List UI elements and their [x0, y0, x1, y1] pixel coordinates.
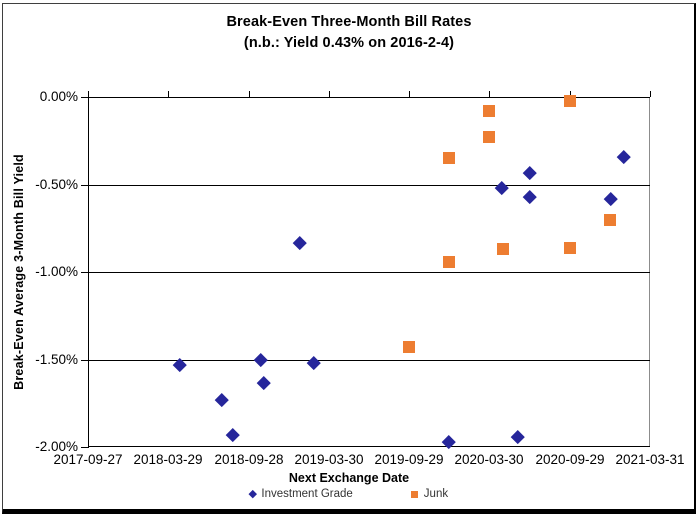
x-axis-tick-label: 2019-09-29	[374, 452, 444, 467]
x-axis-tick-label: 2019-03-30	[294, 452, 364, 467]
x-axis-tick-mark	[88, 91, 89, 97]
x-axis-tick-label: 2020-09-29	[535, 452, 605, 467]
legend-label-investment-grade: Investment Grade	[261, 488, 353, 500]
x-axis-title: Next Exchange Date	[288, 471, 410, 485]
legend-item-investment-grade: Investment Grade	[248, 488, 353, 500]
x-axis-tick-label: 2021-03-31	[615, 452, 685, 467]
gridline	[88, 185, 650, 186]
data-point-junk	[482, 105, 495, 117]
y-axis-tick-label: -1.00%	[35, 264, 78, 279]
x-axis-tick-mark	[409, 91, 410, 97]
chart-title-line2: (n.b.: Yield 0.43% on 2016-2-4)	[243, 35, 455, 51]
legend-label-junk: Junk	[423, 488, 449, 500]
x-axis-tick-mark	[329, 91, 330, 97]
data-point-junk	[563, 241, 576, 254]
data-point-junk	[443, 255, 456, 268]
gridline	[88, 272, 650, 273]
investment-grade-diamond-icon	[248, 490, 257, 498]
x-axis-tick-mark	[249, 91, 250, 97]
data-point-junk	[443, 152, 456, 165]
x-axis-tick-mark	[570, 91, 571, 97]
y-axis-tick-label: -2.00%	[35, 439, 78, 454]
y-axis-tick-mark	[81, 97, 88, 98]
x-axis-tick-label: 2017-09-27	[53, 452, 123, 467]
legend: Investment Grade Junk	[0, 488, 698, 500]
data-point-junk	[604, 213, 617, 226]
y-axis-tick-label: 0.00%	[39, 89, 78, 104]
junk-square-icon	[410, 490, 418, 498]
data-point-junk	[497, 243, 510, 256]
data-point-junk	[482, 131, 495, 144]
y-axis-tick-mark	[81, 447, 88, 448]
x-axis-tick-label: 2020-03-30	[454, 452, 524, 467]
x-axis-tick-label: 2018-09-28	[214, 452, 284, 467]
x-axis-tick-label: 2018-03-29	[133, 452, 203, 467]
y-axis-tick-mark	[81, 272, 88, 273]
chart-title: Break-Even Three-Month Bill Rates (n.b.:…	[0, 12, 698, 54]
gridline	[88, 97, 650, 98]
x-axis-tick-mark	[650, 91, 651, 97]
data-point-junk	[403, 341, 416, 354]
x-axis-tick-mark	[489, 91, 490, 97]
x-axis-tick-mark	[168, 91, 169, 97]
data-point-junk	[563, 94, 576, 107]
y-axis-tick-label: -0.50%	[35, 177, 78, 192]
y-axis-tick-label: -1.50%	[35, 352, 78, 367]
chart-title-line1: Break-Even Three-Month Bill Rates	[226, 14, 472, 30]
gridline	[88, 446, 650, 447]
y-axis-tick-mark	[81, 360, 88, 361]
gridline	[88, 360, 650, 361]
legend-item-junk: Junk	[410, 488, 449, 500]
y-axis-tick-mark	[81, 185, 88, 186]
